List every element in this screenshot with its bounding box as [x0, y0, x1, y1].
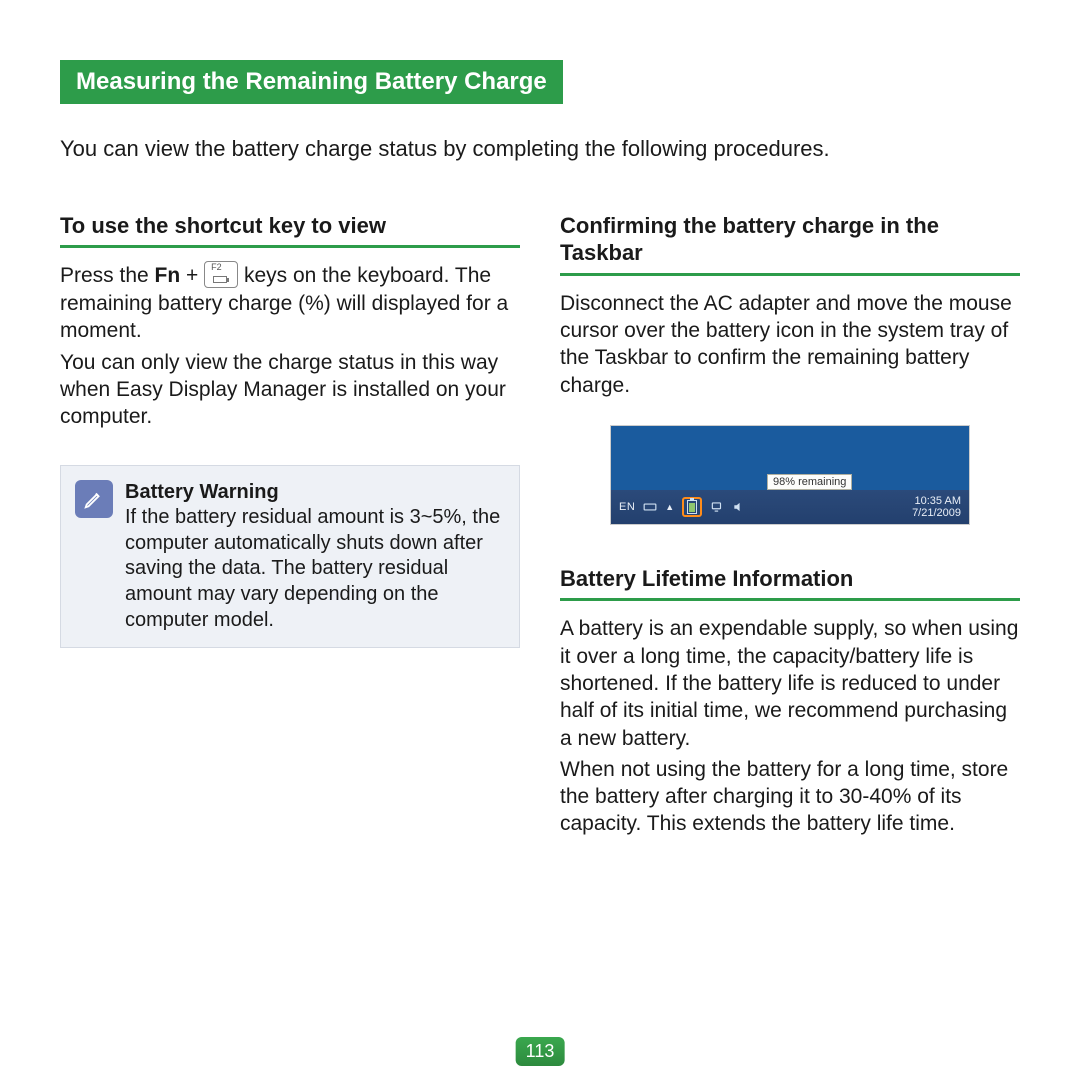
taskbar-heading: Confirming the battery charge in the Tas…	[560, 212, 1020, 276]
note-content: Battery Warning If the battery residual …	[125, 480, 503, 634]
shortcut-paragraph-1: Press the Fn + F2 keys on the keyboard. …	[60, 262, 520, 345]
note-body: If the battery residual amount is 3~5%, …	[125, 506, 500, 630]
pencil-note-icon	[75, 480, 113, 518]
clock-display: 10:35 AM 7/21/2009	[912, 495, 961, 519]
lifetime-heading: Battery Lifetime Information	[560, 565, 1020, 602]
right-column: Confirming the battery charge in the Tas…	[560, 212, 1020, 842]
two-column-layout: To use the shortcut key to view Press th…	[60, 212, 1020, 842]
f2-key-icon: F2	[204, 261, 238, 288]
speaker-icon	[732, 500, 746, 514]
fn-key-label: Fn	[155, 264, 181, 287]
text-fragment: Press the	[60, 264, 155, 287]
system-tray: EN ▲ 10:35 AM 7/21/2009	[611, 490, 969, 524]
lifetime-paragraph-2: When not using the battery for a long ti…	[560, 756, 1020, 838]
note-title: Battery Warning	[125, 481, 279, 503]
page-number-badge: 113	[516, 1037, 565, 1066]
battery-tray-icon	[687, 500, 697, 514]
shortcut-heading: To use the shortcut key to view	[60, 212, 520, 249]
battery-warning-note: Battery Warning If the battery residual …	[60, 465, 520, 649]
time-text: 10:35 AM	[915, 495, 961, 507]
keyboard-icon	[643, 500, 657, 514]
shortcut-paragraph-2: You can only view the charge status in t…	[60, 349, 520, 431]
battery-tray-highlight	[682, 497, 702, 517]
left-column: To use the shortcut key to view Press th…	[60, 212, 520, 842]
f2-label: F2	[211, 263, 231, 271]
date-text: 7/21/2009	[912, 507, 961, 519]
network-icon	[710, 500, 724, 514]
taskbar-screenshot: 98% remaining EN ▲ 10:35 AM	[610, 425, 970, 525]
desktop-area: 98% remaining	[611, 426, 969, 490]
tray-expand-icon: ▲	[665, 502, 674, 512]
title-banner: Measuring the Remaining Battery Charge	[60, 60, 563, 104]
taskbar-paragraph: Disconnect the AC adapter and move the m…	[560, 290, 1020, 399]
language-indicator: EN	[619, 501, 635, 513]
text-fragment: +	[180, 264, 204, 287]
lifetime-paragraph-1: A battery is an expendable supply, so wh…	[560, 615, 1020, 751]
intro-paragraph: You can view the battery charge status b…	[60, 134, 1020, 164]
battery-tooltip: 98% remaining	[767, 474, 852, 490]
battery-glyph-icon	[213, 276, 227, 283]
